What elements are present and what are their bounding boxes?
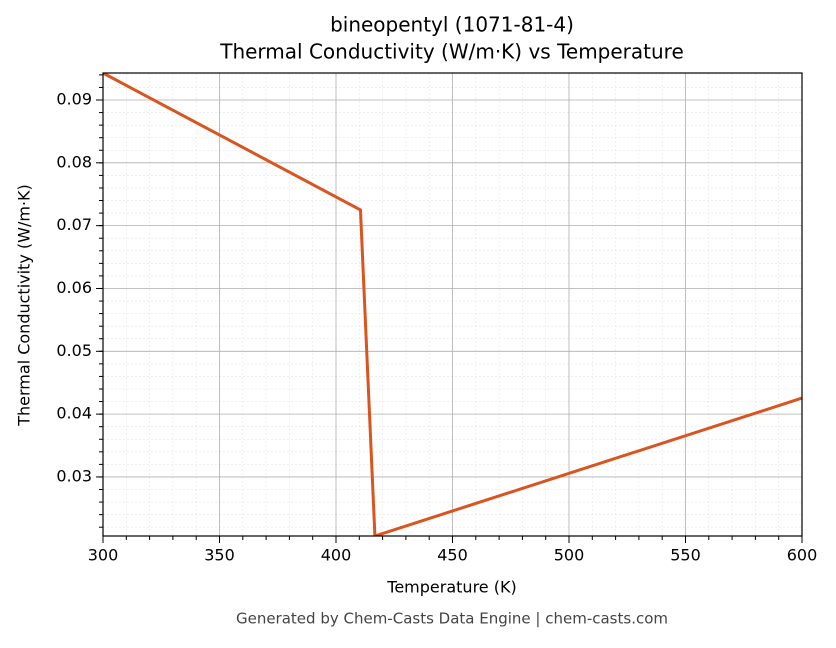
y-tick-label: 0.05 [56,341,92,360]
x-tick-label: 350 [204,546,235,565]
y-tick-label: 0.09 [56,90,92,109]
data-line [103,73,802,536]
x-tick-label: 450 [437,546,468,565]
x-tick-label: 300 [88,546,119,565]
y-tick-label: 0.08 [56,152,92,171]
y-tick-label: 0.06 [56,278,92,297]
footer: Generated by Chem-Casts Data Engine | ch… [236,610,668,628]
y-tick-label: 0.04 [56,404,92,423]
x-tick-label: 500 [554,546,585,565]
x-tick-label: 550 [670,546,701,565]
chart-subtitle: Thermal Conductivity (W/m·K) vs Temperat… [219,40,684,64]
y-axis-label: Thermal Conductivity (W/m·K) [15,184,34,427]
chart-title: bineopentyl (1071-81-4) [330,13,574,37]
y-tick-label: 0.07 [56,215,92,234]
y-tick-label: 0.03 [56,466,92,485]
plot-frame [102,72,803,537]
x-tick-label: 400 [321,546,352,565]
x-tick-label: 600 [787,546,818,565]
x-axis-label: Temperature (K) [386,578,516,597]
